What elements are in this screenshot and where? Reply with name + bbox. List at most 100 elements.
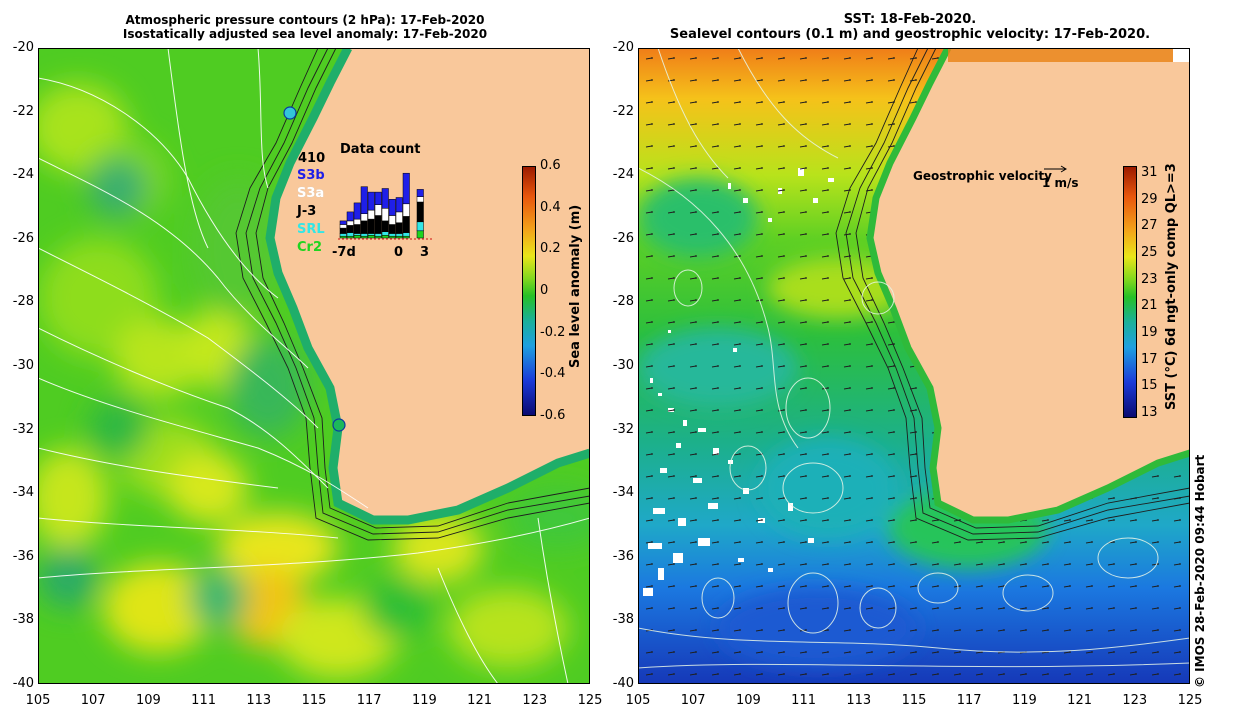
right-title-line1: SST: 18-Feb-2020. (843, 12, 977, 27)
colorbar-tick-label: 27 (1141, 218, 1158, 234)
data-count-bar-segment (402, 172, 410, 205)
colorbar-tick-label: -0.6 (540, 408, 566, 423)
data-count-bar-segment (388, 199, 396, 216)
left-map-frame (38, 48, 590, 684)
right-title: SST: 18-Feb-2020. Sealevel contours (0.1… (660, 12, 1160, 42)
data-count-bar-segment (416, 221, 424, 232)
left-title: Atmospheric pressure contours (2 hPa): 1… (40, 13, 570, 41)
y-tick-label: -32 (12, 421, 34, 437)
data-count-bar-segment (381, 188, 389, 209)
tide-gauge-marker[interactable] (332, 418, 346, 432)
data-count-bar-segment (353, 218, 361, 225)
y-tick-label: -34 (612, 485, 634, 501)
anomaly-colorbar (522, 166, 536, 416)
colorbar-tick-label: 17 (1141, 351, 1158, 367)
data-count-bar-segment (346, 220, 354, 226)
australia-land (270, 48, 590, 520)
x-tick-label: 117 (356, 693, 382, 708)
colorbar-tick-label: 31 (1141, 165, 1158, 180)
colorbar-tick-label: 15 (1141, 378, 1158, 394)
y-tick-label: -20 (612, 40, 634, 55)
data-count-legend-item: S3b (297, 168, 325, 183)
data-count-legend-item: SRL (297, 222, 325, 237)
x-tick-label: 107 (680, 693, 706, 708)
data-count-chart (338, 172, 432, 240)
credit-text: © IMOS 28-Feb-2020 09:44 Hobart (1193, 454, 1207, 688)
left-map[interactable] (38, 48, 590, 684)
data-count-bar-segment (367, 191, 375, 211)
right-map[interactable] (638, 48, 1190, 684)
colorbar-tick-label: 0.2 (540, 241, 561, 257)
data-count-bar-segment (339, 233, 347, 237)
y-tick-label: -28 (12, 294, 34, 310)
y-tick-label: -20 (12, 40, 34, 55)
y-tick-label: -40 (612, 676, 634, 691)
x-tick-label: 115 (301, 693, 327, 708)
data-count-x-tick: -7d (332, 245, 356, 260)
data-count-legend-item: Cr2 (297, 240, 322, 255)
colorbar-tick-label: -0.2 (540, 324, 566, 340)
data-count-bar-segment (388, 215, 396, 225)
data-count-bar-segment (402, 232, 410, 237)
data-count-bar-segment (374, 215, 382, 234)
velocity-scale-arrow-icon (1044, 165, 1067, 173)
x-tick-label: 113 (246, 693, 272, 708)
map-gap (1173, 48, 1190, 62)
data-count-bar-segment (416, 189, 424, 197)
y-tick-label: -28 (612, 294, 634, 310)
x-tick-label: 121 (1067, 693, 1092, 708)
data-count-bar-segment (388, 235, 396, 239)
data-count-bar-segment (381, 208, 389, 222)
data-count-bar-segment (360, 233, 368, 237)
data-count-bar-segment (353, 224, 361, 234)
data-count-bar-segment (339, 227, 347, 234)
data-count-bar-segment (339, 235, 347, 239)
colorbar-tick-label: 25 (1141, 245, 1158, 260)
y-tick-label: -38 (12, 612, 34, 628)
data-count-bar-segment (374, 191, 382, 205)
y-tick-label: -26 (612, 230, 634, 246)
x-tick-label: 121 (467, 693, 492, 708)
y-tick-label: -24 (612, 167, 634, 183)
y-tick-label: -24 (12, 167, 34, 183)
data-count-bar-segment (395, 222, 403, 234)
y-tick-label: -40 (12, 676, 34, 691)
data-count-legend-item: J-3 (297, 204, 317, 219)
data-count-bar-segment (346, 225, 354, 233)
data-count-bar-segment (388, 233, 396, 237)
colorbar-tick-label: 21 (1141, 298, 1158, 314)
colorbar-tick-label: 0.4 (540, 199, 561, 215)
y-tick-label: -22 (12, 103, 34, 119)
data-count-legend-item: S3a (297, 186, 325, 201)
y-tick-label: -22 (612, 103, 634, 119)
colorbar-tick-label: 13 (1141, 405, 1158, 420)
colorbar-tick-label: 0 (540, 283, 549, 298)
colorbar-tick-label: 19 (1141, 325, 1158, 340)
bathymetry-contours (835, 48, 1190, 541)
data-count-bar-segment (360, 220, 368, 234)
data-count-x-tick: 0 (394, 245, 404, 260)
x-tick-label: 119 (1011, 693, 1037, 708)
tide-gauge-marker[interactable] (283, 106, 297, 120)
data-count-bar-segment (402, 235, 410, 239)
data-count-bar-segment (374, 235, 382, 239)
data-count-bar-segment (374, 233, 382, 237)
data-count-bar-segment (381, 235, 389, 239)
data-count-bar-segment (381, 220, 389, 232)
data-count-bar-segment (416, 230, 424, 239)
x-tick-label: 123 (522, 693, 548, 708)
coastal-band (866, 48, 1190, 524)
data-count-bar-segment (395, 211, 403, 223)
data-count-bar-segment (374, 204, 382, 216)
x-tick-label: 117 (956, 693, 982, 708)
right-title-line2: Sealevel contours (0.1 m) and geostrophi… (669, 27, 1151, 42)
right-map-frame (638, 48, 1190, 684)
data-count-bar-segment (367, 235, 375, 239)
data-count-bar-segment (360, 213, 368, 222)
colorbar-tick-label: 0.6 (540, 158, 561, 173)
x-tick-label: 105 (625, 693, 651, 708)
sst-colorbar (1123, 166, 1137, 418)
x-tick-label: 109 (135, 693, 161, 708)
warm-coastal-water (948, 48, 1190, 62)
data-count-bar-segment (353, 202, 361, 220)
